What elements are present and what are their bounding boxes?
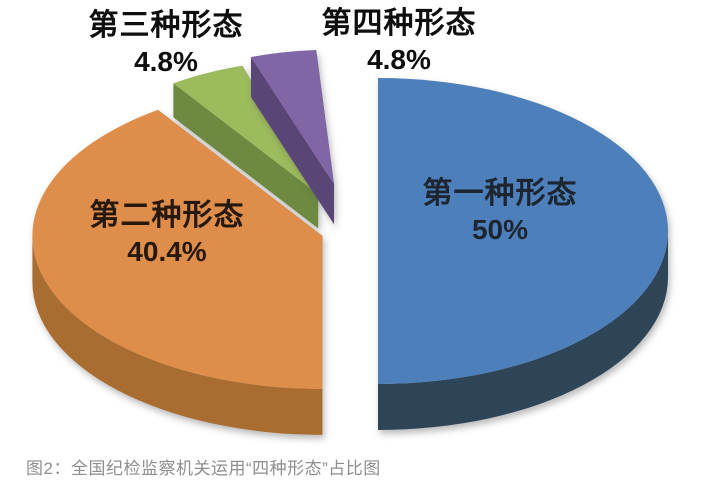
pie-slice-3-top: [173, 65, 319, 195]
pie-slice-4-top: [251, 50, 334, 185]
pie-slice-1-side: [378, 231, 668, 430]
figure-caption: 图2：全国纪检监察机关运用“四种形态”占比图: [26, 459, 381, 478]
pie-slice-3-side: [173, 83, 319, 229]
pie-slice-2-top: [32, 109, 323, 389]
pie-slice-4: [251, 50, 334, 225]
pie-slice-1-top: [378, 78, 668, 384]
pie-slice-2: [32, 109, 323, 435]
pie-slices-group: [32, 50, 668, 435]
pie-slice-2-side: [32, 235, 323, 435]
pie-slice-1: [378, 78, 668, 430]
pie-slice-4-side: [251, 57, 334, 225]
